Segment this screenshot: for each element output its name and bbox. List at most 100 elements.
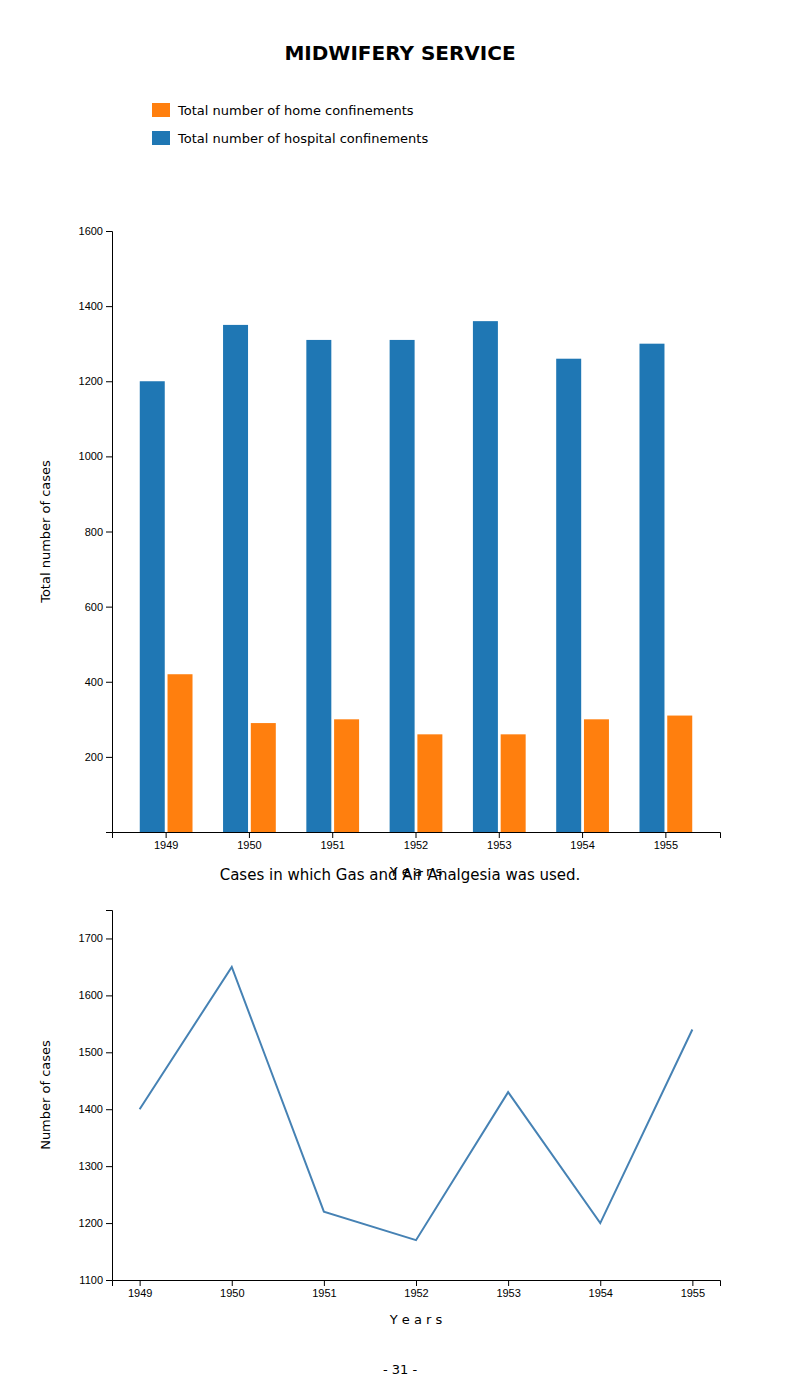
- x-axis-line: [113, 1281, 721, 1287]
- y-axis-line: [106, 232, 113, 833]
- x-tick-label: 1954: [570, 839, 594, 851]
- x-tick: 1952: [404, 832, 428, 851]
- y-tick-label: 1600: [79, 225, 103, 237]
- bar: [556, 359, 581, 832]
- x-tick-label: 1950: [237, 839, 261, 851]
- y-tick: 1200: [79, 375, 112, 387]
- y-tick-mark: [106, 456, 112, 457]
- legend-item: Total number of home confinements: [152, 103, 414, 118]
- line-chart: 1949 1950 1951 1952 1953 1954 1955 1100 1200 1300…: [38, 911, 721, 1328]
- bar: [417, 734, 442, 832]
- x-tick: 1952: [404, 1280, 428, 1299]
- x-tick-mark: [324, 1280, 325, 1286]
- x-tick-label: 1955: [654, 839, 678, 851]
- y-tick-label: 1400: [79, 300, 103, 312]
- x-tick: 1951: [320, 832, 344, 851]
- x-tick: 1949: [128, 1280, 152, 1299]
- y-tick: 1500: [79, 1046, 112, 1058]
- y-axis: 1100 1200 1300 1400 1500 1600 1700: [79, 911, 113, 1287]
- y-tick-label: 1200: [79, 1217, 103, 1229]
- x-tick: 1955: [681, 1280, 705, 1299]
- bar: [584, 719, 609, 832]
- y-axis-title: Number of cases: [38, 1040, 53, 1150]
- y-tick-mark: [106, 306, 112, 307]
- page: MIDWIFERY SERVICE Total number of home co…: [0, 0, 800, 1398]
- bar: [140, 381, 165, 832]
- line: [140, 967, 693, 1240]
- y-tick-label: 1300: [79, 1160, 103, 1172]
- x-tick-mark: [140, 1280, 141, 1286]
- y-tick-label: 800: [85, 526, 103, 538]
- x-tick: 1953: [496, 1280, 520, 1299]
- x-tick: 1949: [154, 832, 178, 851]
- x-tick: 1954: [570, 832, 594, 851]
- x-tick-mark: [416, 1280, 417, 1286]
- y-tick: 1200: [79, 1217, 112, 1229]
- annotation: - 31 -: [383, 1362, 417, 1377]
- bar: [306, 340, 331, 832]
- y-tick-label: 1100: [79, 1274, 103, 1286]
- x-tick-mark: [232, 1280, 233, 1286]
- y-tick-mark: [106, 231, 112, 232]
- y-tick: 400: [85, 676, 112, 688]
- x-tick-label: 1950: [220, 1287, 244, 1299]
- x-tick-mark: [582, 832, 583, 838]
- x-tick-mark: [499, 832, 500, 838]
- x-axis: 1949 1950 1951 1952 1953 1954 1955: [113, 832, 721, 851]
- x-tick-label: 1953: [487, 839, 511, 851]
- bar: [473, 321, 498, 832]
- x-tick: 1953: [487, 832, 511, 851]
- y-tick: 1300: [79, 1160, 112, 1172]
- y-tick-label: 1400: [79, 1103, 103, 1115]
- x-tick-label: 1952: [404, 839, 428, 851]
- x-tick-mark: [508, 1280, 509, 1286]
- legend: Total number of home confinements Total n…: [152, 103, 428, 146]
- y-tick: 1600: [79, 225, 112, 237]
- x-tick-label: 1949: [128, 1287, 152, 1299]
- plot-area: [140, 321, 692, 832]
- y-tick-mark: [106, 995, 112, 996]
- bar: [251, 723, 276, 832]
- x-tick-label: 1954: [589, 1287, 613, 1299]
- y-axis: 200 400 600 800 1000 1200 1400 1600: [79, 225, 113, 832]
- y-tick: 800: [85, 526, 112, 538]
- y-tick: 1400: [79, 1103, 112, 1115]
- x-tick: 1950: [237, 832, 261, 851]
- legend-label: Total number of hospital confinements: [177, 131, 428, 146]
- bar: [168, 674, 193, 832]
- y-tick-label: 200: [85, 751, 103, 763]
- x-tick-label: 1955: [681, 1287, 705, 1299]
- y-tick: 600: [85, 601, 112, 613]
- x-tick-label: 1953: [496, 1287, 520, 1299]
- x-tick-mark: [332, 832, 333, 838]
- y-tick-label: 1700: [79, 932, 103, 944]
- y-tick-mark: [106, 757, 112, 758]
- x-tick: 1950: [220, 1280, 244, 1299]
- y-tick-label: 600: [85, 601, 103, 613]
- legend-swatch: [152, 131, 170, 145]
- x-tick-mark: [249, 832, 250, 838]
- y-tick: 1600: [79, 989, 112, 1001]
- x-tick-mark: [416, 832, 417, 838]
- x-tick-label: 1949: [154, 839, 178, 851]
- x-tick-label: 1952: [404, 1287, 428, 1299]
- x-tick-mark: [665, 832, 666, 838]
- x-tick: 1951: [312, 1280, 336, 1299]
- y-tick-label: 1500: [79, 1046, 103, 1058]
- y-tick: 1000: [79, 450, 112, 462]
- chart-title: Cases in which Gas and Air Analgesia was…: [220, 866, 581, 884]
- y-tick: 1700: [79, 932, 112, 944]
- bar: [390, 340, 415, 832]
- x-tick-mark: [166, 832, 167, 838]
- x-axis-line: [113, 833, 721, 839]
- bar-series: [168, 674, 693, 832]
- x-tick: 1954: [589, 1280, 613, 1299]
- x-tick-label: 1951: [312, 1287, 336, 1299]
- bar: [501, 734, 526, 832]
- chart-title: MIDWIFERY SERVICE: [284, 41, 515, 65]
- y-axis-title: Total number of cases: [38, 460, 53, 604]
- bar: [639, 344, 664, 832]
- y-tick-label: 1200: [79, 375, 103, 387]
- bar: [667, 716, 692, 832]
- legend-item: Total number of hospital confinements: [152, 131, 428, 146]
